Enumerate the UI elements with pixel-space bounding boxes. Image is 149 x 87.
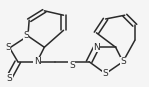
Text: S: S (69, 61, 75, 70)
Text: N: N (34, 57, 40, 66)
Text: S: S (23, 31, 29, 40)
Text: S: S (5, 43, 11, 52)
Text: N: N (93, 43, 100, 52)
Text: S: S (7, 74, 13, 83)
Text: S: S (120, 57, 126, 66)
Text: S: S (103, 69, 108, 78)
